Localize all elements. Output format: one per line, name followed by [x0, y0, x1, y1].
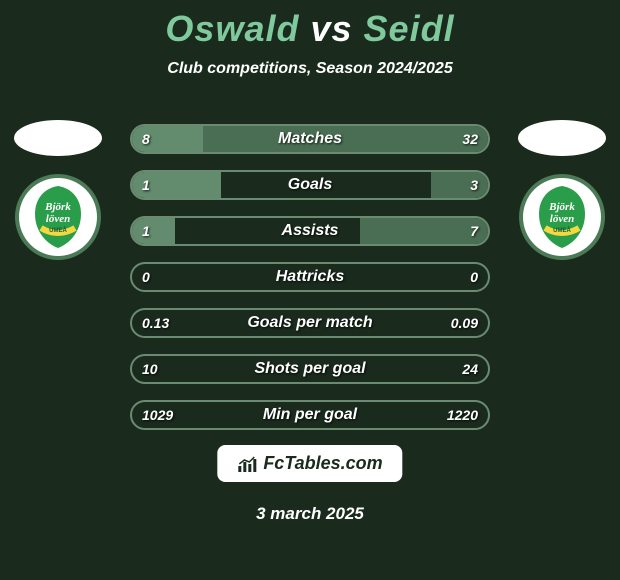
- stat-row: Hattricks0 0: [130, 262, 490, 292]
- svg-text:Björk: Björk: [44, 201, 71, 213]
- player-right-panel: Björk löven UMEÅ: [512, 120, 612, 260]
- stat-row: Matches8 32: [130, 124, 490, 154]
- page-title: Oswald vs Seidl: [0, 0, 620, 50]
- stat-right-value: 32: [452, 126, 488, 152]
- player1-name: Oswald: [165, 8, 299, 49]
- svg-text:UMEÅ: UMEÅ: [553, 227, 571, 234]
- chart-icon: [237, 455, 257, 473]
- stat-label: Goals: [132, 172, 488, 198]
- player1-flag-icon: [14, 120, 102, 156]
- footer-date: 3 march 2025: [0, 504, 620, 524]
- brand-pill[interactable]: FcTables.com: [217, 445, 402, 482]
- stat-row: Min per goal1029 1220: [130, 400, 490, 430]
- stat-left-value: 1029: [132, 402, 183, 428]
- player1-club-badge-icon: Björk löven UMEÅ: [15, 174, 101, 260]
- subtitle: Club competitions, Season 2024/2025: [0, 60, 620, 78]
- stat-right-value: 1220: [437, 402, 488, 428]
- stat-label: Shots per goal: [132, 356, 488, 382]
- stat-left-value: 10: [132, 356, 168, 382]
- svg-text:löven: löven: [550, 213, 574, 225]
- player2-name: Seidl: [364, 8, 455, 49]
- stat-right-value: 24: [452, 356, 488, 382]
- stat-left-value: 8: [132, 126, 160, 152]
- stat-label: Hattricks: [132, 264, 488, 290]
- stat-label: Min per goal: [132, 402, 488, 428]
- svg-text:löven: löven: [46, 213, 70, 225]
- svg-text:Björk: Björk: [548, 201, 575, 213]
- stat-label: Assists: [132, 218, 488, 244]
- player2-flag-icon: [518, 120, 606, 156]
- stat-right-value: 3: [460, 172, 488, 198]
- stat-left-value: 1: [132, 172, 160, 198]
- stat-row: Shots per goal10 24: [130, 354, 490, 384]
- stat-left-value: 0.13: [132, 310, 179, 336]
- stat-row: Goals per match0.13 0.09: [130, 308, 490, 338]
- stat-label: Matches: [132, 126, 488, 152]
- stat-row: Goals1 3: [130, 170, 490, 200]
- brand-text: FcTables.com: [263, 453, 382, 474]
- stat-left-value: 1: [132, 218, 160, 244]
- player-left-panel: Björk löven UMEÅ: [8, 120, 108, 260]
- stat-label: Goals per match: [132, 310, 488, 336]
- player2-club-badge-icon: Björk löven UMEÅ: [519, 174, 605, 260]
- stat-right-value: 7: [460, 218, 488, 244]
- vs-text: vs: [310, 8, 352, 49]
- stat-right-value: 0.09: [441, 310, 488, 336]
- svg-text:UMEÅ: UMEÅ: [49, 227, 67, 234]
- stats-bars: Matches832Goals13Assists17Hattricks00Goa…: [130, 124, 490, 446]
- stat-right-value: 0: [460, 264, 488, 290]
- stat-row: Assists1 7: [130, 216, 490, 246]
- stat-left-value: 0: [132, 264, 160, 290]
